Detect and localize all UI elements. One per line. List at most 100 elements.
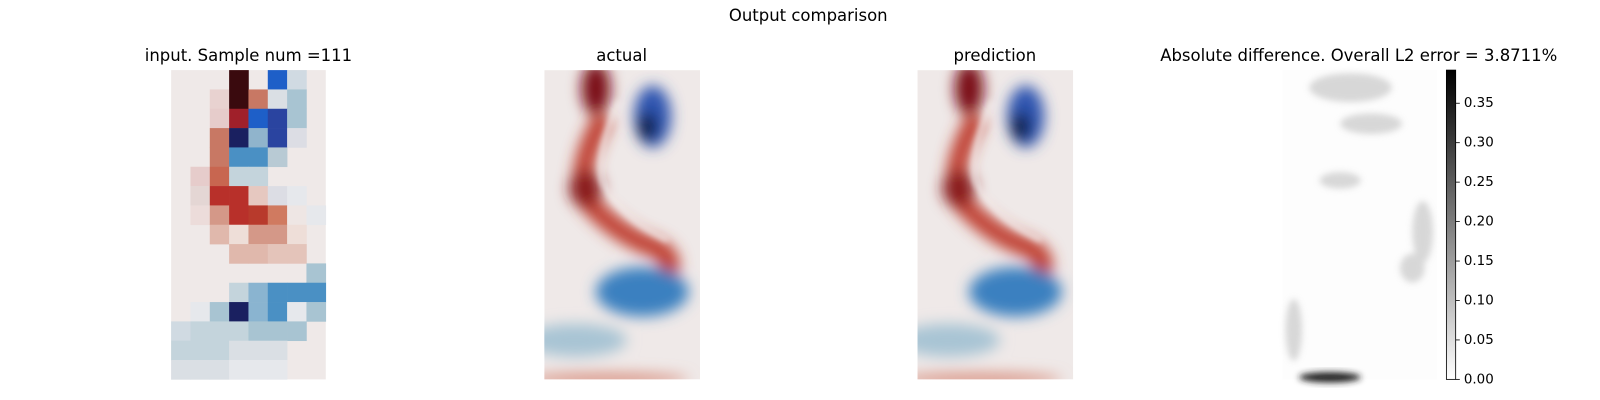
input-cell bbox=[171, 360, 191, 380]
input-cell bbox=[229, 360, 249, 380]
input-cell bbox=[190, 302, 211, 322]
y-tick-label: 0.25 bbox=[1464, 175, 1494, 190]
input-cell bbox=[248, 205, 269, 226]
y-tick-label: 0.10 bbox=[1464, 293, 1494, 308]
input-cell bbox=[209, 166, 230, 187]
y-tick-label: 0.05 bbox=[1464, 333, 1494, 348]
input-cell bbox=[267, 128, 288, 148]
input-cell bbox=[248, 89, 269, 110]
prediction-image bbox=[897, 62, 1073, 386]
panel-title: prediction bbox=[953, 46, 1036, 65]
input-cell bbox=[248, 128, 269, 148]
input-cell bbox=[209, 186, 230, 206]
input-cell bbox=[287, 89, 307, 110]
input-cell bbox=[267, 224, 288, 245]
panel-title: actual bbox=[596, 46, 647, 65]
y-tick-label: 0.20 bbox=[1464, 215, 1494, 230]
input-cell bbox=[209, 302, 230, 322]
input-cell bbox=[267, 147, 288, 168]
input-cell bbox=[209, 224, 230, 245]
input-cell bbox=[248, 340, 269, 361]
y-tick-label: 0.00 bbox=[1464, 372, 1494, 387]
input-cell bbox=[306, 282, 327, 303]
input-cell bbox=[229, 224, 249, 245]
input-cell bbox=[190, 321, 211, 342]
input-cell bbox=[287, 244, 307, 264]
input-cell bbox=[229, 321, 249, 342]
input-cell bbox=[306, 263, 327, 284]
input-cell bbox=[287, 302, 307, 322]
input-cell bbox=[248, 321, 269, 342]
input-cell bbox=[287, 186, 307, 206]
input-cell bbox=[267, 321, 288, 342]
colorbar bbox=[1445, 69, 1457, 380]
input-cell bbox=[287, 321, 307, 342]
colorbar-axis: 0.00 0.05 0.10 0.15 0.20 0.25 0.30 0.35 bbox=[1455, 96, 1494, 387]
y-tick-label: 0.15 bbox=[1464, 254, 1494, 269]
input-cell bbox=[229, 89, 249, 110]
input-cell bbox=[267, 205, 288, 226]
panel-title: input. Sample num =111 bbox=[145, 46, 352, 65]
input-cell bbox=[229, 302, 249, 322]
input-cell bbox=[248, 186, 269, 206]
input-cell bbox=[229, 282, 249, 303]
input-cell bbox=[267, 340, 288, 361]
input-cell bbox=[248, 224, 269, 245]
input-cell bbox=[209, 321, 230, 342]
input-cell bbox=[190, 186, 211, 206]
input-cell bbox=[306, 302, 327, 322]
input-cell bbox=[229, 70, 249, 90]
input-cell bbox=[209, 360, 230, 380]
input-cell bbox=[229, 205, 249, 226]
input-cell bbox=[267, 282, 288, 303]
input-image bbox=[171, 70, 327, 380]
y-tick-label: 0.35 bbox=[1464, 96, 1494, 111]
input-cell bbox=[190, 205, 211, 226]
input-cell bbox=[190, 360, 211, 380]
input-cell bbox=[267, 244, 288, 264]
input-cell bbox=[267, 108, 288, 129]
input-cell bbox=[190, 166, 211, 187]
input-cell bbox=[287, 205, 307, 226]
input-cell bbox=[248, 282, 269, 303]
input-cell bbox=[229, 166, 249, 187]
input-cell bbox=[287, 224, 307, 245]
input-cell bbox=[287, 70, 307, 90]
input-cell bbox=[248, 244, 269, 264]
panel-title: Absolute difference. Overall L2 error = … bbox=[1160, 46, 1557, 65]
input-cell bbox=[209, 108, 230, 129]
input-cell bbox=[248, 147, 269, 168]
input-cell bbox=[248, 108, 269, 129]
input-cell bbox=[209, 205, 230, 226]
input-cell bbox=[209, 89, 230, 110]
input-cell bbox=[171, 321, 191, 342]
input-cell bbox=[229, 128, 249, 148]
input-cell bbox=[287, 108, 307, 129]
input-cell bbox=[229, 108, 249, 129]
difference-image bbox=[1282, 70, 1438, 383]
input-cell bbox=[171, 340, 191, 361]
actual-image bbox=[524, 62, 700, 386]
input-cell bbox=[229, 186, 249, 206]
input-cell bbox=[248, 360, 269, 380]
input-cell bbox=[267, 89, 288, 110]
input-cell bbox=[190, 340, 211, 361]
input-cell bbox=[209, 340, 230, 361]
input-cell bbox=[306, 205, 327, 226]
input-cell bbox=[209, 147, 230, 168]
input-cell bbox=[229, 244, 249, 264]
input-cell bbox=[287, 128, 307, 148]
input-cell bbox=[267, 70, 288, 90]
figure-title: Output comparison bbox=[729, 6, 888, 25]
input-cell bbox=[209, 128, 230, 148]
input-cell bbox=[229, 340, 249, 361]
input-cell bbox=[229, 147, 249, 168]
input-cell bbox=[287, 282, 307, 303]
y-tick-label: 0.30 bbox=[1464, 136, 1494, 151]
input-cell bbox=[267, 302, 288, 322]
input-cell bbox=[267, 186, 288, 206]
input-cell bbox=[267, 360, 288, 380]
input-cell bbox=[248, 302, 269, 322]
